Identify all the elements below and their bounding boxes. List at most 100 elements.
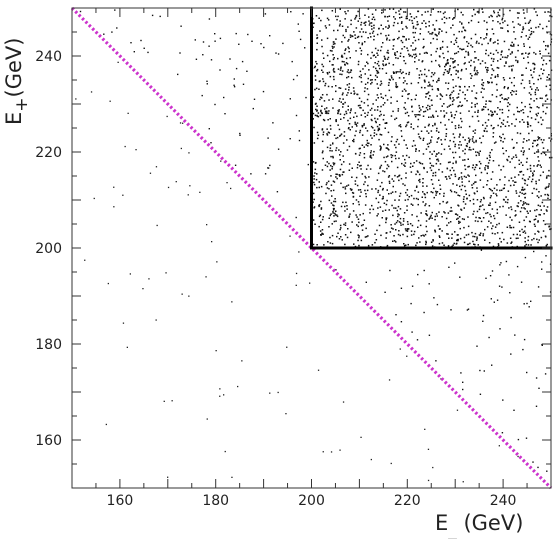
data-point: [476, 210, 479, 213]
data-point: [364, 24, 367, 26]
data-point: [330, 175, 332, 177]
data-point: [457, 70, 459, 72]
data-point: [397, 213, 399, 215]
data-point: [395, 221, 398, 224]
data-point: [364, 41, 366, 43]
data-point: [430, 191, 432, 193]
data-point: [364, 65, 366, 67]
data-point: [458, 147, 460, 149]
data-point: [427, 145, 430, 148]
data-point: [359, 189, 362, 191]
data-point: [540, 209, 542, 211]
data-point: [454, 173, 456, 176]
data-point: [340, 66, 342, 68]
data-point: [447, 62, 449, 64]
data-point: [441, 216, 443, 218]
data-point: [546, 193, 549, 196]
data-point: [314, 79, 317, 81]
data-point: [511, 219, 513, 221]
data-point: [415, 197, 418, 200]
data-point: [483, 370, 485, 372]
data-point: [476, 40, 478, 43]
data-point: [545, 63, 548, 65]
data-point: [347, 228, 349, 230]
data-point: [372, 66, 375, 68]
data-point: [251, 40, 253, 42]
data-point: [418, 104, 420, 107]
data-point: [417, 273, 419, 276]
data-point: [503, 86, 506, 88]
data-point: [458, 30, 460, 33]
data-point: [347, 26, 349, 28]
data-point: [355, 27, 358, 29]
data-point: [452, 90, 455, 92]
data-point: [418, 110, 421, 113]
data-point: [382, 118, 385, 121]
data-point: [333, 57, 335, 59]
data-point: [375, 56, 377, 58]
data-point: [376, 215, 378, 217]
data-point: [460, 208, 462, 211]
data-point: [520, 200, 522, 202]
data-point: [523, 219, 525, 222]
data-point: [500, 137, 502, 139]
data-point: [419, 224, 422, 227]
data-point: [314, 114, 317, 117]
data-point: [465, 50, 467, 53]
data-point: [365, 31, 367, 34]
data-point: [489, 213, 491, 216]
data-point: [492, 60, 495, 63]
data-point: [435, 110, 437, 113]
data-point: [504, 125, 507, 127]
data-point: [492, 136, 494, 138]
data-point: [531, 239, 533, 241]
data-point: [415, 16, 418, 18]
data-point: [277, 391, 279, 394]
data-point: [503, 87, 505, 89]
data-point: [349, 57, 351, 59]
data-point: [425, 26, 427, 28]
data-point: [509, 9, 511, 12]
data-point: [379, 145, 381, 147]
data-point: [519, 24, 521, 26]
data-point: [476, 190, 478, 193]
data-point: [433, 187, 435, 190]
data-point: [443, 57, 445, 59]
data-point: [403, 77, 405, 79]
data-point: [342, 142, 345, 144]
data-point: [521, 119, 524, 121]
data-point: [357, 60, 360, 63]
data-point: [511, 69, 513, 72]
data-point: [430, 179, 433, 181]
data-point: [326, 165, 329, 168]
data-point: [435, 194, 437, 196]
data-point: [417, 198, 419, 201]
data-point: [461, 48, 463, 51]
data-point: [536, 139, 539, 141]
data-point: [364, 83, 367, 85]
data-point: [517, 237, 519, 239]
data-point: [235, 67, 238, 70]
data-point: [509, 224, 511, 227]
data-point: [341, 239, 343, 241]
data-point: [431, 245, 434, 247]
data-point: [451, 210, 453, 212]
data-point: [524, 17, 526, 19]
data-point: [467, 54, 470, 56]
data-point: [440, 121, 442, 124]
data-point: [359, 165, 361, 167]
data-point: [143, 47, 145, 49]
data-point: [148, 278, 150, 280]
data-point: [351, 176, 353, 178]
data-point: [359, 104, 361, 107]
data-point: [371, 188, 373, 190]
data-point: [474, 111, 476, 113]
data-point: [515, 237, 518, 240]
data-point: [360, 168, 362, 170]
data-point: [475, 139, 477, 142]
data-point: [384, 160, 387, 163]
data-point: [264, 173, 267, 175]
data-point: [387, 155, 389, 157]
data-point: [426, 143, 429, 145]
data-point: [510, 242, 512, 244]
